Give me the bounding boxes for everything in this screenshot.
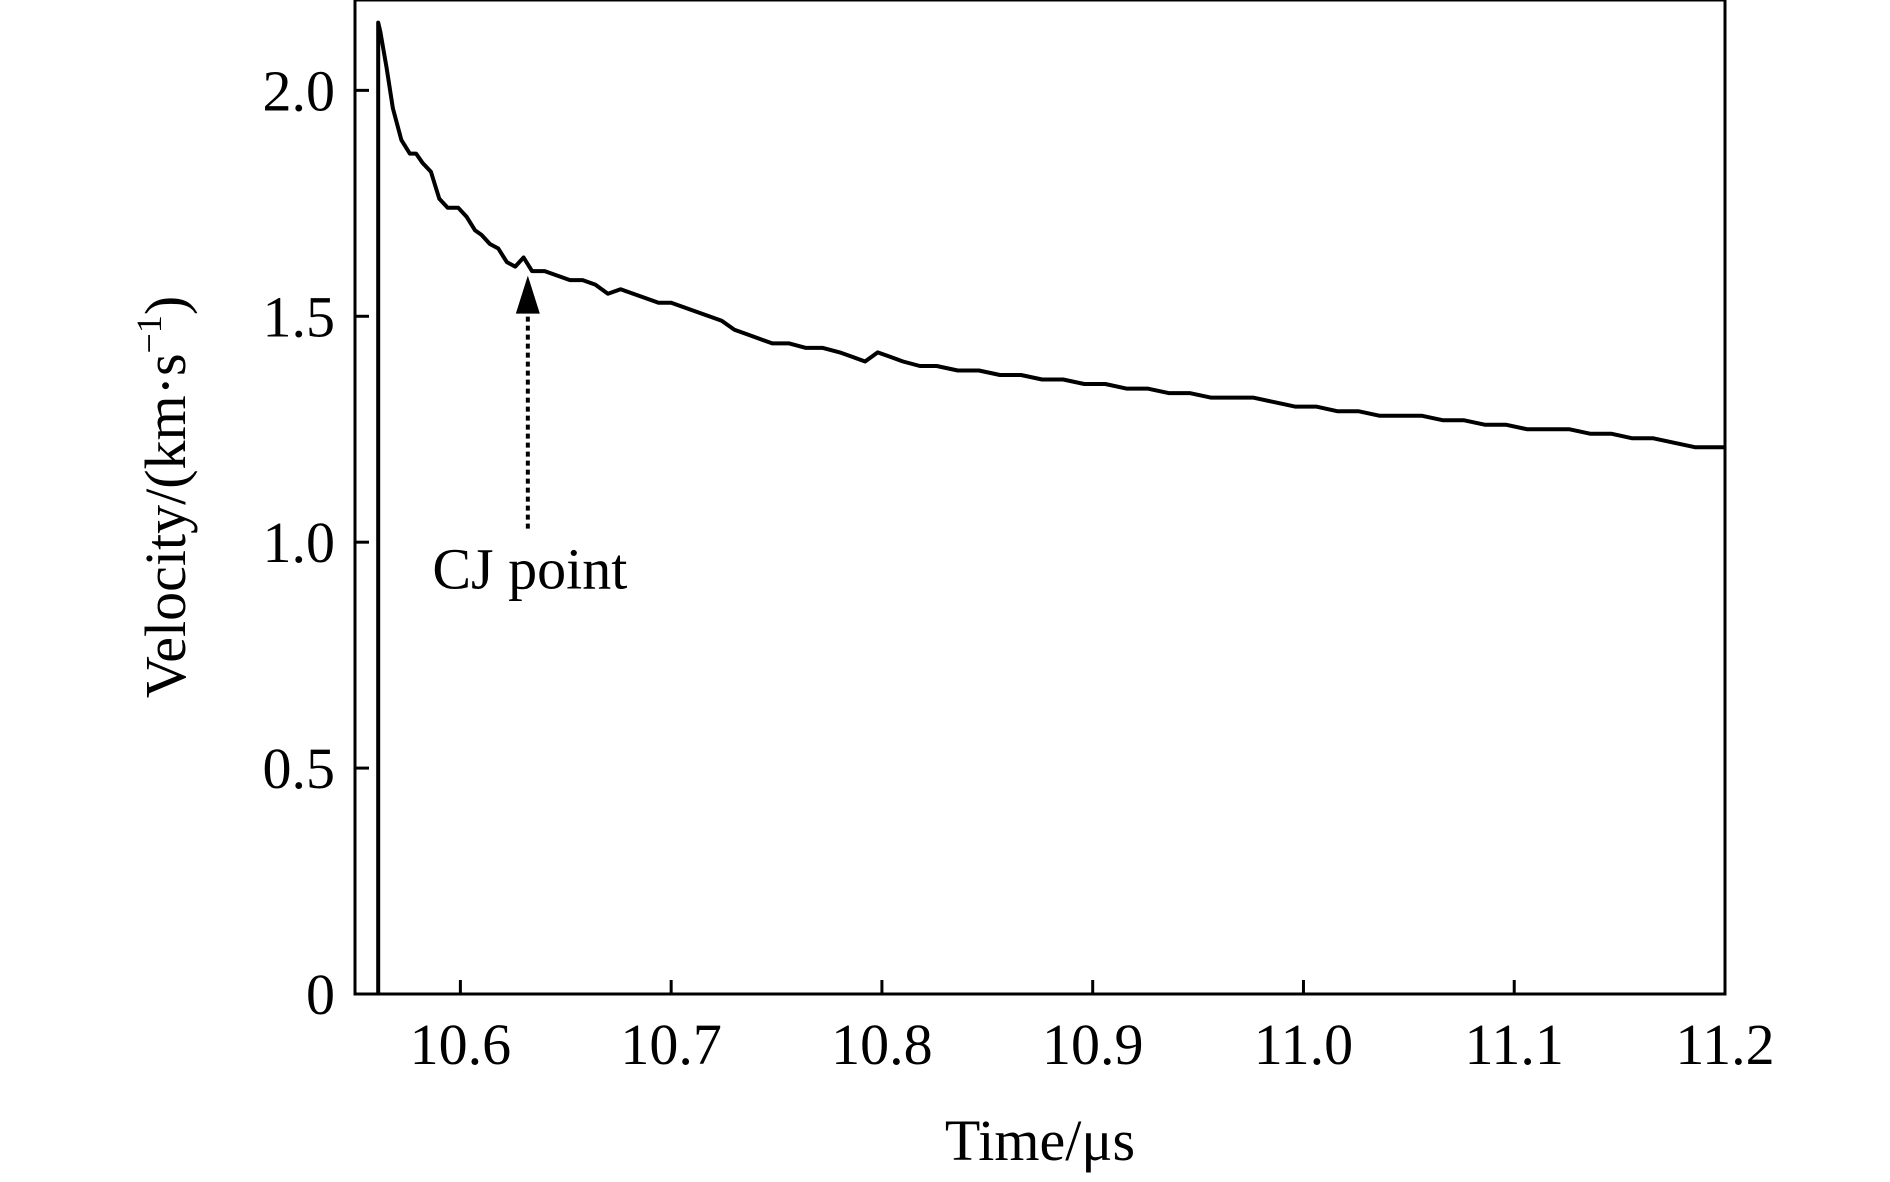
y-axis-ticks: 0 0.5 1.0 1.5 2.0 [263, 58, 369, 1027]
x-axis-label: Time/μs [945, 1108, 1135, 1173]
y-tick-label: 1.5 [263, 284, 336, 349]
y-axis-label-close: ) [133, 296, 198, 315]
y-tick-label: 2.0 [263, 58, 336, 123]
velocity-series-line [376, 20, 1725, 994]
y-axis-label-main: Velocity/(km·s [133, 353, 198, 698]
y-tick-label: 1.0 [263, 510, 336, 575]
plot-frame [353, 0, 1727, 996]
cj-point-arrow-head [515, 275, 540, 314]
y-axis-label-superscript: −1 [129, 315, 169, 353]
x-tick-label: 10.9 [1042, 1012, 1144, 1077]
x-tick-label: 11.1 [1465, 1012, 1564, 1077]
x-tick-label: 10.8 [831, 1012, 933, 1077]
cj-point-annotation: CJ point [432, 537, 627, 602]
x-tick-label: 11.2 [1675, 1012, 1774, 1077]
y-axis-label: Velocity/(km·s−1) [129, 296, 198, 698]
x-tick-label: 11.0 [1254, 1012, 1353, 1077]
x-axis-ticks: 10.6 10.7 10.8 10.9 11.0 11.1 11.2 [410, 980, 1775, 1077]
x-tick-label: 10.7 [620, 1012, 722, 1077]
y-tick-label: 0.5 [263, 736, 336, 801]
x-tick-label: 10.6 [410, 1012, 512, 1077]
y-tick-label: 0 [306, 962, 335, 1027]
